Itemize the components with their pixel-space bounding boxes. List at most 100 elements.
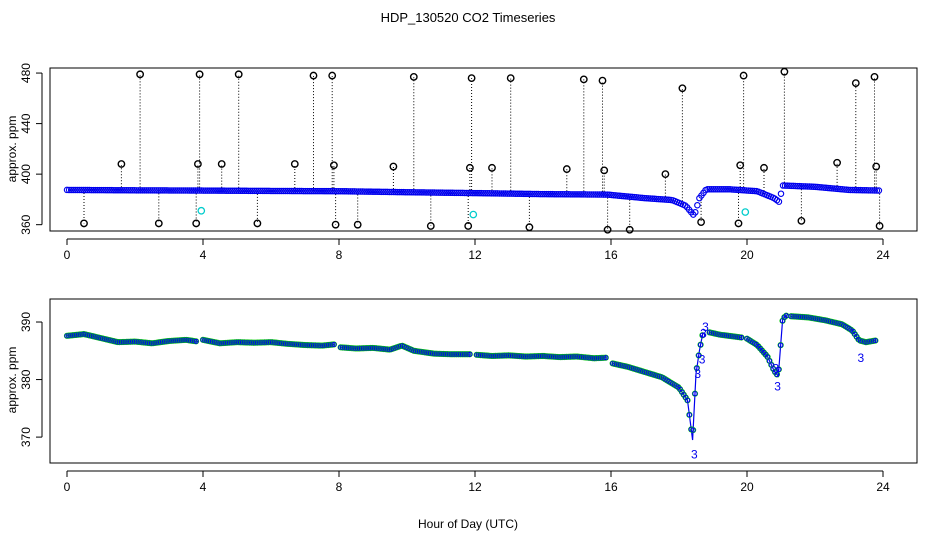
baseline-point	[286, 187, 293, 195]
baseline-point	[802, 183, 809, 190]
series-point	[696, 352, 702, 358]
baseline-point	[477, 189, 485, 197]
top-y-tick-label: 400	[19, 164, 33, 184]
baseline-point	[206, 187, 214, 194]
baseline-point	[322, 187, 330, 195]
outlier-point	[678, 84, 687, 93]
flagged-point	[741, 208, 750, 216]
baseline-point	[408, 189, 416, 196]
baseline-point	[386, 188, 393, 196]
baseline-point	[75, 186, 83, 194]
baseline-point	[741, 187, 748, 194]
baseline-point	[665, 196, 673, 204]
outlier-point	[217, 160, 226, 168]
baseline-point	[80, 186, 87, 194]
baseline-point	[645, 195, 652, 202]
outlier-point	[464, 222, 473, 230]
baseline-point	[561, 191, 569, 198]
baseline-point	[171, 187, 179, 194]
bottom-plot-frame	[49, 298, 918, 464]
outlier-point	[734, 219, 743, 228]
baseline-point	[541, 190, 548, 198]
baseline-point	[306, 187, 314, 195]
baseline-point	[416, 189, 424, 196]
baseline-point	[718, 186, 726, 193]
top-y-tick-label: 480	[19, 63, 33, 83]
baseline-point	[155, 187, 163, 194]
outlier-point	[353, 220, 362, 229]
baseline-point	[492, 190, 499, 197]
point-label: 3	[774, 380, 781, 394]
baseline-point	[710, 186, 717, 193]
baseline-point	[402, 188, 409, 196]
baseline-point	[714, 186, 722, 193]
baseline-point	[261, 187, 269, 195]
baseline-point	[126, 187, 134, 194]
bottom-y-tick-label: 370	[19, 427, 33, 447]
outlier-point	[736, 161, 745, 170]
baseline-point	[284, 187, 291, 195]
baseline-point	[84, 186, 91, 194]
baseline-point	[249, 187, 256, 195]
baseline-point	[510, 190, 518, 197]
baseline-point	[86, 186, 93, 194]
baseline-point	[135, 187, 142, 194]
baseline-point	[430, 189, 438, 196]
baseline-point	[192, 187, 199, 194]
baseline-point	[543, 190, 550, 198]
baseline-point	[520, 190, 528, 198]
baseline-point	[475, 189, 483, 197]
point-label: 3	[694, 367, 701, 381]
baseline-point	[504, 190, 511, 197]
baseline-point	[649, 195, 656, 202]
outlier-point	[739, 71, 748, 80]
baseline-point	[120, 187, 128, 194]
baseline-point	[502, 190, 509, 197]
baseline-point	[479, 189, 487, 197]
baseline-point	[180, 187, 187, 194]
baseline-point	[514, 190, 522, 197]
baseline-point	[139, 187, 146, 194]
baseline-point	[424, 189, 432, 196]
baseline-point	[108, 186, 116, 194]
series-point	[193, 338, 199, 344]
baseline-point	[804, 183, 811, 190]
baseline-point	[579, 191, 587, 198]
baseline-point	[655, 195, 662, 203]
baseline-point	[300, 187, 307, 195]
baseline-point	[222, 187, 230, 194]
baseline-point	[175, 187, 183, 194]
baseline-point	[539, 190, 546, 198]
baseline-point	[418, 189, 426, 196]
baseline-point	[861, 187, 868, 194]
baseline-point	[400, 188, 407, 196]
baseline-point	[728, 186, 736, 193]
outlier-point	[697, 218, 705, 227]
series-point	[690, 427, 696, 433]
outlier-point	[872, 162, 881, 171]
top-x-tick-label: 20	[740, 248, 754, 262]
baseline-point	[787, 182, 795, 190]
baseline-point	[471, 189, 479, 197]
baseline-point	[583, 191, 591, 198]
baseline-point	[271, 187, 279, 195]
flagged-point	[197, 206, 206, 215]
baseline-point	[231, 187, 238, 194]
baseline-point	[367, 188, 375, 195]
outlier-point	[331, 220, 340, 229]
baseline-point	[182, 187, 189, 194]
baseline-point	[522, 190, 530, 198]
top-x-tick-label: 0	[64, 248, 71, 262]
outlier-point	[797, 216, 806, 225]
baseline-point	[706, 186, 713, 193]
point-label: 3	[700, 327, 707, 341]
top-y-tick-label: 360	[19, 214, 33, 234]
outlier-point	[625, 225, 634, 234]
series-point	[774, 371, 780, 377]
bottom-x-tick-label: 0	[64, 480, 71, 494]
baseline-point	[110, 186, 118, 194]
baseline-point	[73, 186, 81, 194]
